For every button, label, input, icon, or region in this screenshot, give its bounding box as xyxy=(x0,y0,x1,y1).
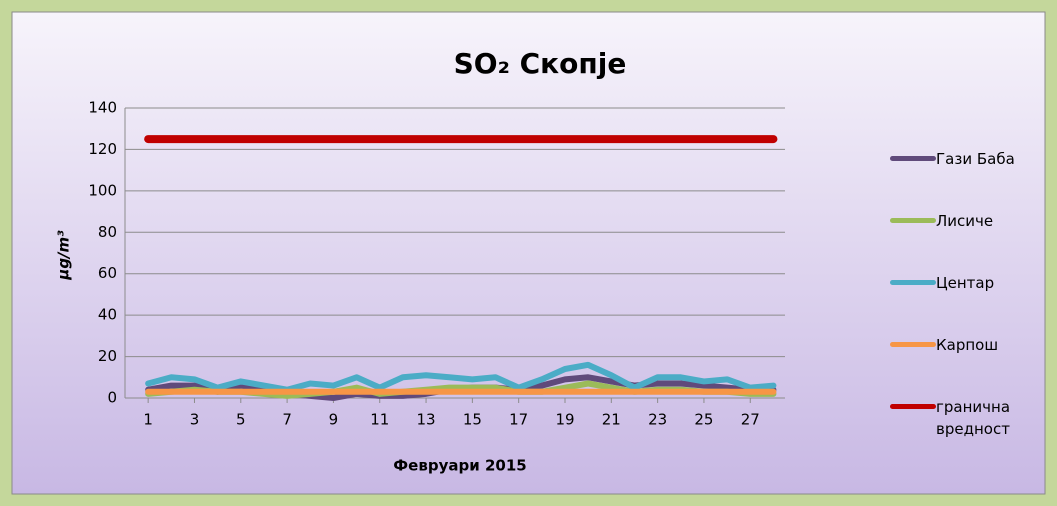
legend-item: Лисиче xyxy=(890,210,1046,232)
y-tick-label: 40 xyxy=(98,306,117,324)
legend-label: гранична вредност xyxy=(936,398,1011,438)
y-tick-label: 20 xyxy=(98,347,117,365)
y-axis-label: µg/m³ xyxy=(55,230,73,281)
legend-label: Центар xyxy=(936,274,995,292)
x-tick-label: 25 xyxy=(694,411,713,429)
x-tick-label: 11 xyxy=(370,411,389,429)
legend-item: Карпош xyxy=(890,334,1046,356)
series-line xyxy=(145,361,777,393)
x-tick-label: 27 xyxy=(741,411,760,429)
y-tick-label: 80 xyxy=(98,223,117,241)
chart-title: SO₂ Скопје xyxy=(454,47,627,80)
x-tick-label: 19 xyxy=(555,411,574,429)
x-tick-label: 17 xyxy=(509,411,528,429)
legend-item: Центар xyxy=(890,272,1046,294)
x-tick-label: 23 xyxy=(648,411,667,429)
legend-label: Лисиче xyxy=(936,212,994,230)
legend-swatch xyxy=(890,280,936,285)
legend-item: гранична вредност xyxy=(890,396,1046,440)
x-tick-label: 5 xyxy=(236,411,246,429)
x-axis-label: Февруари 2015 xyxy=(393,457,526,475)
x-tick-label: 21 xyxy=(602,411,621,429)
legend-swatch xyxy=(890,404,936,409)
y-tick-label: 120 xyxy=(88,140,117,158)
x-tick-label: 7 xyxy=(282,411,292,429)
x-tick-label: 13 xyxy=(417,411,436,429)
x-tick-label: 9 xyxy=(329,411,339,429)
y-tick-label: 140 xyxy=(88,99,117,117)
legend-swatch xyxy=(890,218,936,223)
legend-item: Гази Баба xyxy=(890,148,1046,170)
y-tick-label: 100 xyxy=(88,181,117,199)
legend-label: Карпош xyxy=(936,336,999,354)
y-tick-label: 0 xyxy=(107,389,117,407)
plot-background xyxy=(11,11,1046,495)
legend-label: Гази Баба xyxy=(936,150,1015,168)
x-tick-label: 1 xyxy=(143,411,153,429)
x-tick-label: 3 xyxy=(190,411,200,429)
y-tick-label: 60 xyxy=(98,264,117,282)
legend-swatch xyxy=(890,156,936,161)
x-tick-label: 15 xyxy=(463,411,482,429)
legend-swatch xyxy=(890,342,936,347)
